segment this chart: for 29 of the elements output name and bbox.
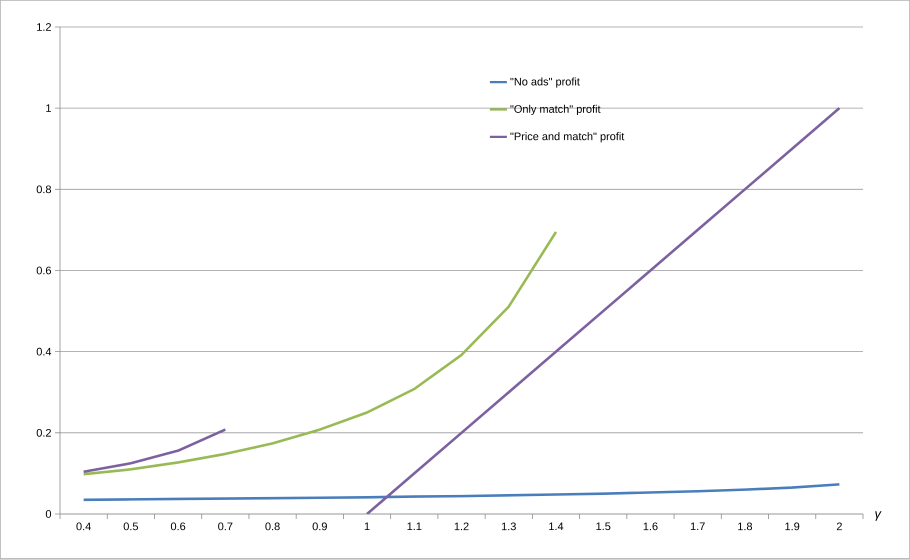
x-tick-label: 0.5 — [124, 522, 138, 530]
x-tick-label: 0.6 — [170, 522, 186, 530]
line-series — [82, 230, 558, 476]
legend-label: "No ads" profit — [510, 77, 580, 88]
legend-label: "Price and match" profit — [510, 132, 624, 142]
y-tick-label: 0.4 — [36, 348, 52, 356]
x-tick-label: 0.7 — [218, 522, 232, 530]
x-tick-label: 2 — [836, 522, 842, 530]
x-axis-title: γ — [875, 511, 882, 521]
x-tick-label: 1.8 — [738, 522, 752, 530]
y-tick-label: 1 — [46, 104, 51, 112]
x-tick-label: 1.5 — [596, 522, 610, 530]
legend-label: "Only match" profit — [510, 104, 600, 116]
y-tick-label: 1.2 — [37, 23, 51, 31]
x-tick-label: 1 — [364, 522, 370, 530]
x-tick-label: 1.6 — [644, 522, 658, 530]
y-tick-label: 0.8 — [36, 185, 52, 194]
x-tick-label: 0.8 — [265, 522, 280, 530]
x-tick-label: 1.2 — [454, 522, 469, 530]
y-tick-label: 0.2 — [36, 428, 51, 437]
x-tick-label: 0.9 — [312, 522, 327, 530]
x-tick-label: 1.1 — [407, 522, 422, 530]
y-tick-label: 0.6 — [36, 266, 52, 274]
x-tick-label: 0.4 — [76, 522, 91, 530]
x-tick-label: 1.9 — [785, 522, 800, 530]
x-tick-label: 1.4 — [549, 522, 564, 530]
x-tick-label: 1.3 — [502, 522, 516, 530]
x-tick-label: 1.7 — [690, 522, 705, 530]
y-tick-label: 0 — [46, 510, 52, 518]
